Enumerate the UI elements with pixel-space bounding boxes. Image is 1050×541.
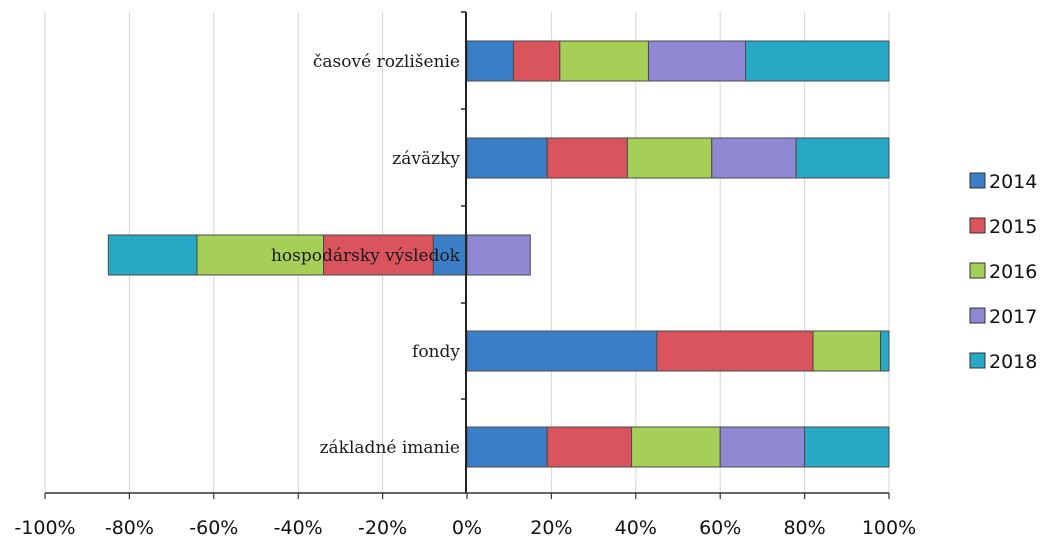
- x-tick-label: -40%: [274, 517, 323, 539]
- x-tick-label: 0%: [452, 517, 482, 539]
- bar-segment: [466, 426, 548, 468]
- legend-label: 2015: [989, 216, 1037, 238]
- bar-segment: [656, 330, 814, 372]
- x-tick-label: -60%: [189, 517, 238, 539]
- category-label: fondy: [412, 342, 460, 362]
- x-tick-label: -80%: [105, 517, 154, 539]
- x-tick-label: -100%: [14, 517, 75, 539]
- category-label: hospodársky výsledok: [271, 246, 461, 266]
- legend-swatch: [969, 217, 986, 234]
- category-labels: časové rozlišenie záväzky hospodársky výsl…: [271, 52, 461, 458]
- x-tick-label: 40%: [615, 517, 657, 539]
- bar-segment: [107, 234, 198, 276]
- legend-label: 2017: [989, 306, 1037, 328]
- x-tick-label: 20%: [530, 517, 572, 539]
- bar-segment: [466, 137, 548, 179]
- bar-segment: [711, 137, 797, 179]
- category-label: základné imanie: [320, 438, 460, 458]
- legend-swatch: [969, 172, 986, 189]
- bar-segment: [466, 234, 531, 276]
- legend: 2014 2015 2016 2017 2018: [969, 171, 1037, 373]
- legend-label: 2014: [989, 171, 1037, 193]
- x-tick-label: 80%: [783, 517, 825, 539]
- legend-label: 2016: [989, 261, 1037, 283]
- x-tick-label: 60%: [699, 517, 741, 539]
- x-tick-label: -20%: [358, 517, 407, 539]
- axes: [44, 11, 890, 499]
- bar-segment: [880, 330, 890, 372]
- legend-swatch: [969, 352, 986, 369]
- legend-swatch: [969, 307, 986, 324]
- category-label: časové rozlišenie: [313, 52, 460, 72]
- bar-segment: [546, 137, 628, 179]
- bar-segment: [626, 137, 713, 179]
- bar-segment: [795, 137, 890, 179]
- bar-segment: [745, 40, 890, 82]
- bar-segment: [546, 426, 633, 468]
- x-tick-label: 100%: [862, 517, 916, 539]
- bar-segment: [804, 426, 890, 468]
- x-tick-labels: -100% -80% -60% -40% -20% 0% 20% 40% 60% 80% 100%: [14, 517, 916, 539]
- legend-label: 2018: [989, 351, 1037, 373]
- bar-segment: [719, 426, 806, 468]
- bar-segment: [559, 40, 649, 82]
- bar-segment: [466, 330, 658, 372]
- bar-segment: [631, 426, 721, 468]
- bar-segment: [466, 40, 514, 82]
- bars: [107, 40, 890, 468]
- category-label: záväzky: [392, 149, 460, 169]
- bar-segment: [812, 330, 882, 372]
- bar-segment: [512, 40, 561, 82]
- legend-swatch: [969, 262, 986, 279]
- bar-segment: [647, 40, 747, 82]
